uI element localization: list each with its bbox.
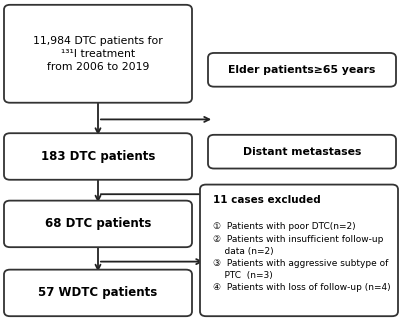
FancyBboxPatch shape — [4, 5, 192, 103]
Text: 68 DTC patients: 68 DTC patients — [45, 217, 151, 230]
Text: 57 WDTC patients: 57 WDTC patients — [38, 286, 158, 299]
Text: ①  Patients with poor DTC(n=2)
②  Patients with insufficient follow-up
    data : ① Patients with poor DTC(n=2) ② Patients… — [213, 210, 391, 292]
Text: 11,984 DTC patients for
¹³¹I treatment
from 2006 to 2019: 11,984 DTC patients for ¹³¹I treatment f… — [33, 36, 163, 72]
Text: Elder patients≥65 years: Elder patients≥65 years — [228, 65, 376, 75]
FancyBboxPatch shape — [208, 53, 396, 87]
FancyBboxPatch shape — [4, 270, 192, 316]
FancyBboxPatch shape — [200, 185, 398, 316]
FancyBboxPatch shape — [4, 133, 192, 180]
Text: Distant metastases: Distant metastases — [243, 147, 361, 157]
Text: 183 DTC patients: 183 DTC patients — [41, 150, 155, 163]
FancyBboxPatch shape — [208, 135, 396, 169]
Text: 11 cases excluded: 11 cases excluded — [213, 195, 321, 205]
FancyBboxPatch shape — [4, 201, 192, 247]
